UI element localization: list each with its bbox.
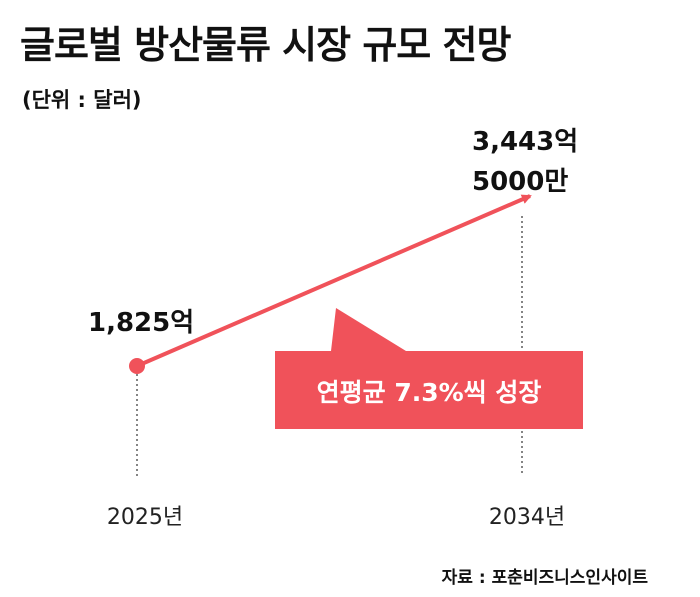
data-point-2025 (129, 358, 145, 374)
source-label: 자료 : 포춘비즈니스인사이트 (441, 568, 648, 588)
x-tick-2025: 2025년 (107, 505, 183, 530)
chart-title: 글로벌 방산물류 시장 규모 전망 (20, 23, 511, 67)
x-tick-2034: 2034년 (489, 505, 565, 530)
data-label-2034-line2: 5000만 (472, 167, 568, 197)
series-line (136, 194, 532, 368)
callout-text: 연평균 7.3%씩 성장 (317, 378, 542, 407)
data-label-2025: 1,825억 (88, 308, 194, 338)
callout-box (275, 308, 583, 429)
data-label-2034-line1: 3,443억 (472, 127, 578, 157)
unit-label: (단위 : 달러) (22, 88, 142, 112)
